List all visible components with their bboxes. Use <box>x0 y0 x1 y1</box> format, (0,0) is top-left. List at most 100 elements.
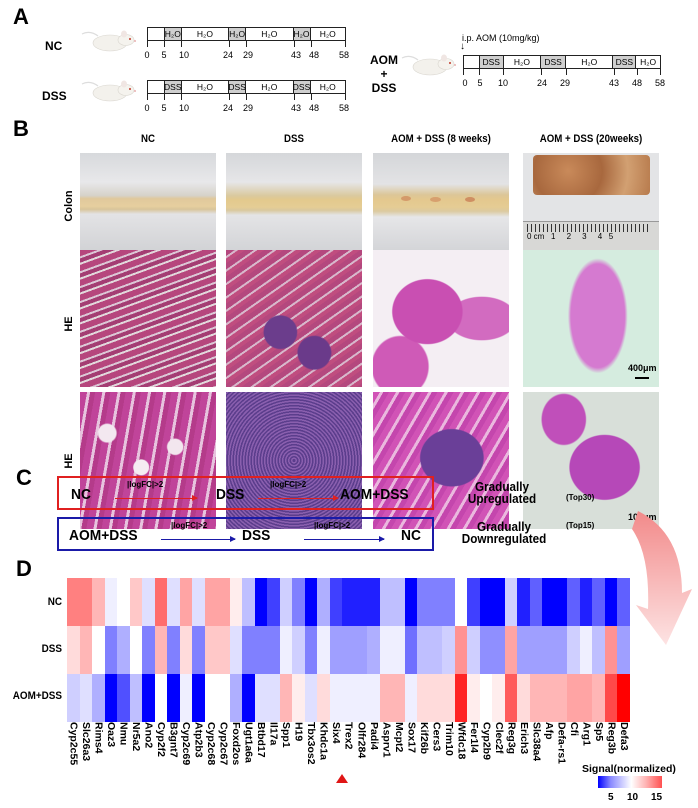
heatmap-cell <box>567 626 580 674</box>
segment: H₂O <box>319 29 336 39</box>
heatmap-cell <box>67 674 80 722</box>
injection-note: i.p. AOM (10mg/kg) <box>462 33 540 43</box>
heatmap-cell <box>242 578 255 626</box>
heatmap-cell <box>429 626 443 674</box>
gene-label: Atp2b3 <box>192 722 205 758</box>
heatmap-cell <box>104 578 118 626</box>
segment: H₂O <box>293 28 311 40</box>
photo-he-aom-dss-8w-low <box>373 250 509 387</box>
scale-bar-400: 400μm <box>628 363 657 373</box>
timeline-axis-nc: 0 5 10 24 29 43 48 58 <box>144 41 349 60</box>
heatmap-cell <box>529 674 543 722</box>
heatmap-cell <box>404 626 418 674</box>
heatmap-cell <box>367 674 380 722</box>
heatmap-cell <box>454 674 468 722</box>
heatmap-cell <box>554 626 568 674</box>
upregulated-desc: Gradually Upregulated <box>467 479 537 506</box>
heatmap-cell <box>579 674 593 722</box>
gene-label: Nr5a2 <box>130 722 143 752</box>
heatmap-cell <box>304 626 318 674</box>
heatmap-cell <box>379 626 393 674</box>
heatmap-cell <box>279 578 293 626</box>
segment <box>148 81 165 93</box>
gene-label: Erich3 <box>517 722 530 755</box>
heatmap-cell <box>567 674 580 722</box>
heatmap-cell <box>154 626 168 674</box>
mouse-icon <box>401 54 456 76</box>
heatmap-cell <box>217 674 230 722</box>
heatmap-cell <box>504 578 518 626</box>
gene-label: Cyp2c68 <box>205 722 218 766</box>
gene-label: Wfdc18 <box>455 722 468 760</box>
heatmap-cell <box>254 674 268 722</box>
heatmap-cell <box>229 626 243 674</box>
heatmap-cell <box>354 578 368 626</box>
heatmap-cell <box>529 578 543 626</box>
segment: H₂O <box>229 28 247 40</box>
heatmap-cell <box>229 674 243 722</box>
col-title-nc: NC <box>141 133 155 145</box>
heatmap-cell <box>192 674 205 722</box>
segment: H₂O <box>182 28 230 40</box>
heatmap-cell <box>429 674 443 722</box>
photo-he-dss-low <box>226 250 362 387</box>
segment: DSS <box>228 81 247 93</box>
col-title-dss: DSS <box>284 133 304 145</box>
gene-label: Slc26a3 <box>80 722 92 762</box>
heatmap-cell <box>229 578 243 626</box>
timeline-nc: H₂O H₂O H₂O H₂O H₂O H₂O <box>147 27 346 41</box>
heatmap-row-label-nc: NC <box>47 596 62 608</box>
heatmap-cell <box>192 578 205 626</box>
segment: DSS <box>479 56 504 68</box>
heatmap-cell <box>392 674 405 722</box>
gene-label: Btbd17 <box>255 722 268 758</box>
heatmap-cell <box>504 674 518 722</box>
heatmap-cell <box>204 626 218 674</box>
arrow-label: |logFC|>2 <box>127 480 164 489</box>
downregulated-box: AOM+DSS |logFC|>2 DSS |logFC|>2 NC <box>57 517 434 551</box>
photo-he-aom-dss-20w-low: 400μm <box>523 250 659 387</box>
group-label-dss: DSS <box>42 89 67 103</box>
heatmap-row-label-dss: DSS <box>41 643 62 655</box>
heatmap-cell <box>542 578 555 626</box>
gene-label: Trim10 <box>442 722 455 756</box>
heatmap-cell <box>529 626 543 674</box>
node-nc: NC <box>71 486 91 503</box>
gene-label: Reg3g <box>505 722 518 755</box>
mouse-icon <box>81 80 136 102</box>
gene-label: Olfr284 <box>355 722 368 759</box>
heatmap-cell <box>504 626 518 674</box>
gene-label: Reg3b <box>605 722 618 755</box>
heatmap-row-label-aom-dss: AOM+DSS <box>12 690 62 702</box>
gene-label: Asprv1 <box>380 722 393 758</box>
downregulated-desc: Gradually Downregulated <box>461 519 547 546</box>
gene-label: Arg1 <box>580 722 593 746</box>
photo-colon-dss <box>226 153 362 250</box>
segment: H₂O <box>319 82 336 92</box>
gene-label: Tbx3os2 <box>305 722 318 765</box>
heatmap-cell <box>542 626 555 674</box>
segment: H₂O <box>566 56 614 68</box>
heatmap-cell <box>267 578 280 626</box>
top30-label: (Top30) <box>566 493 595 502</box>
heatmap-cell <box>467 578 480 626</box>
gene-label: Cyp2f2 <box>155 722 168 758</box>
gene-label: Cyp2c69 <box>180 722 193 766</box>
segment: H₂O <box>246 28 294 40</box>
segment: DSS <box>292 81 311 93</box>
heatmap-cell <box>354 674 368 722</box>
heatmap-cell <box>417 626 430 674</box>
heatmap-cell <box>292 626 305 674</box>
heatmap-cell <box>492 578 505 626</box>
heatmap-cell <box>392 578 405 626</box>
panel-letter-a: A <box>13 4 29 29</box>
heatmap-cell <box>242 674 255 722</box>
heatmap-cell <box>154 674 168 722</box>
heatmap-cell <box>404 674 418 722</box>
heatmap-cell <box>592 674 605 722</box>
heatmap-cell <box>479 626 493 674</box>
heatmap-cell <box>617 578 630 626</box>
heatmap-cell <box>379 674 393 722</box>
gene-label: Rims4 <box>92 722 105 754</box>
top15-label: (Top15) <box>566 521 595 530</box>
